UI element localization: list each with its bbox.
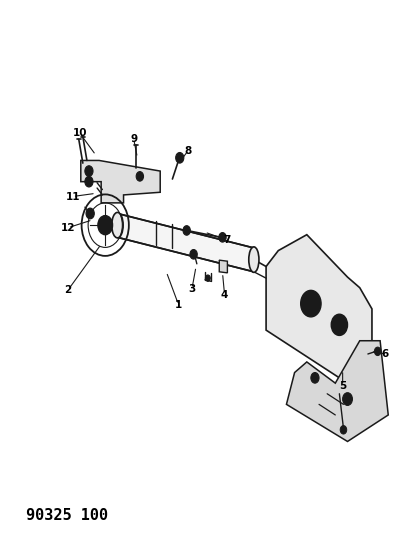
Text: 7: 7 xyxy=(222,235,230,245)
Circle shape xyxy=(330,314,347,335)
Circle shape xyxy=(85,166,93,176)
Circle shape xyxy=(310,373,318,383)
Circle shape xyxy=(98,216,112,235)
Circle shape xyxy=(218,232,226,242)
Circle shape xyxy=(189,249,197,259)
Circle shape xyxy=(182,225,190,235)
Text: 12: 12 xyxy=(61,223,75,233)
Text: 90325 100: 90325 100 xyxy=(26,508,108,523)
Polygon shape xyxy=(286,341,387,441)
Circle shape xyxy=(102,221,108,229)
Text: 4: 4 xyxy=(220,289,228,300)
Circle shape xyxy=(300,290,320,317)
Ellipse shape xyxy=(248,247,258,272)
Text: 11: 11 xyxy=(65,191,80,201)
Circle shape xyxy=(334,318,344,331)
Circle shape xyxy=(373,347,380,356)
Text: 1: 1 xyxy=(175,300,182,310)
Circle shape xyxy=(86,208,94,219)
Circle shape xyxy=(339,425,346,434)
Circle shape xyxy=(304,296,316,312)
Ellipse shape xyxy=(112,213,123,238)
Text: 8: 8 xyxy=(184,146,191,156)
Polygon shape xyxy=(265,235,371,383)
Polygon shape xyxy=(81,160,160,203)
Text: 9: 9 xyxy=(130,134,137,144)
Text: 2: 2 xyxy=(64,285,71,295)
Circle shape xyxy=(342,393,352,406)
Polygon shape xyxy=(219,260,227,273)
Circle shape xyxy=(175,152,183,163)
Circle shape xyxy=(85,176,93,187)
Text: 6: 6 xyxy=(381,349,388,359)
Text: 10: 10 xyxy=(72,128,87,138)
Circle shape xyxy=(136,172,143,181)
Text: 3: 3 xyxy=(188,284,195,294)
Circle shape xyxy=(205,275,210,281)
Text: 5: 5 xyxy=(338,381,346,391)
Polygon shape xyxy=(117,214,253,272)
